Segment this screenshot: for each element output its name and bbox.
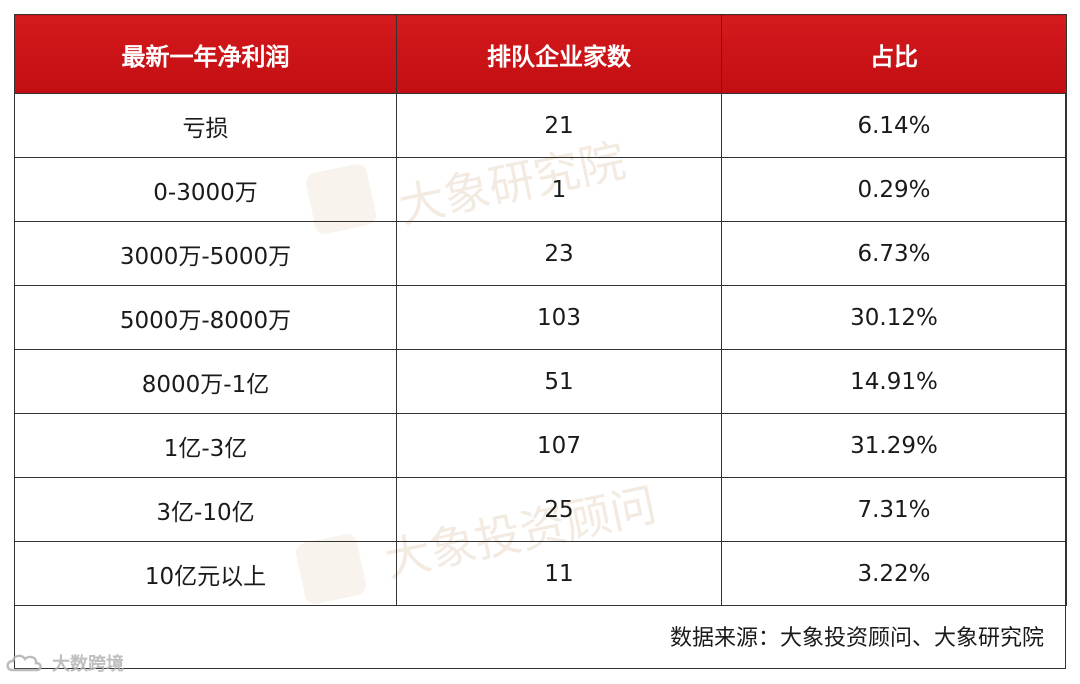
cell-count: 103 [396,285,722,350]
cell-profit-range: 0-3000万 [14,157,397,222]
cell-profit-range: 亏损 [14,93,397,158]
cell-share: 7.31% [721,477,1067,542]
cell-share: 30.12% [721,285,1067,350]
cell-profit-range: 10亿元以上 [14,541,397,606]
data-source-note: 数据来源：大象投资顾问、大象研究院 [669,626,1044,651]
cell-count: 11 [396,541,722,606]
table-row: 3亿-10亿 25 7.31% [14,477,1067,542]
table-row: 1亿-3亿 107 31.29% [14,413,1067,478]
cell-count: 21 [396,93,722,158]
cell-count: 25 [396,477,722,542]
cell-share: 31.29% [721,413,1067,478]
table-row: 0-3000万 1 0.29% [14,157,1067,222]
table-header-row: 最新一年净利润 排队企业家数 占比 [14,14,1067,94]
table-row: 3000万-5000万 23 6.73% [14,221,1067,286]
cell-profit-range: 1亿-3亿 [14,413,397,478]
cell-profit-range: 3亿-10亿 [14,477,397,542]
cell-count: 51 [396,349,722,414]
cell-count: 107 [396,413,722,478]
corner-logo: 大数跨境 [4,650,124,676]
cell-profit-range: 8000万-1亿 [14,349,397,414]
cloud-logo-icon [4,650,48,676]
cell-share: 0.29% [721,157,1067,222]
header-net-profit: 最新一年净利润 [14,14,397,94]
corner-logo-text: 大数跨境 [52,654,124,675]
cell-share: 14.91% [721,349,1067,414]
header-share: 占比 [721,14,1067,94]
cell-share: 6.73% [721,221,1067,286]
header-company-count: 排队企业家数 [396,14,722,94]
table-row: 8000万-1亿 51 14.91% [14,349,1067,414]
cell-share: 6.14% [721,93,1067,158]
cell-count: 1 [396,157,722,222]
table-row: 亏损 21 6.14% [14,93,1067,158]
cell-count: 23 [396,221,722,286]
cell-share: 3.22% [721,541,1067,606]
cell-profit-range: 5000万-8000万 [14,285,397,350]
table-row: 5000万-8000万 103 30.12% [14,285,1067,350]
table-row: 10亿元以上 11 3.22% [14,541,1067,606]
profit-distribution-table: 最新一年净利润 排队企业家数 占比 亏损 21 6.14% 0-3000万 1 … [14,14,1067,606]
cell-profit-range: 3000万-5000万 [14,221,397,286]
